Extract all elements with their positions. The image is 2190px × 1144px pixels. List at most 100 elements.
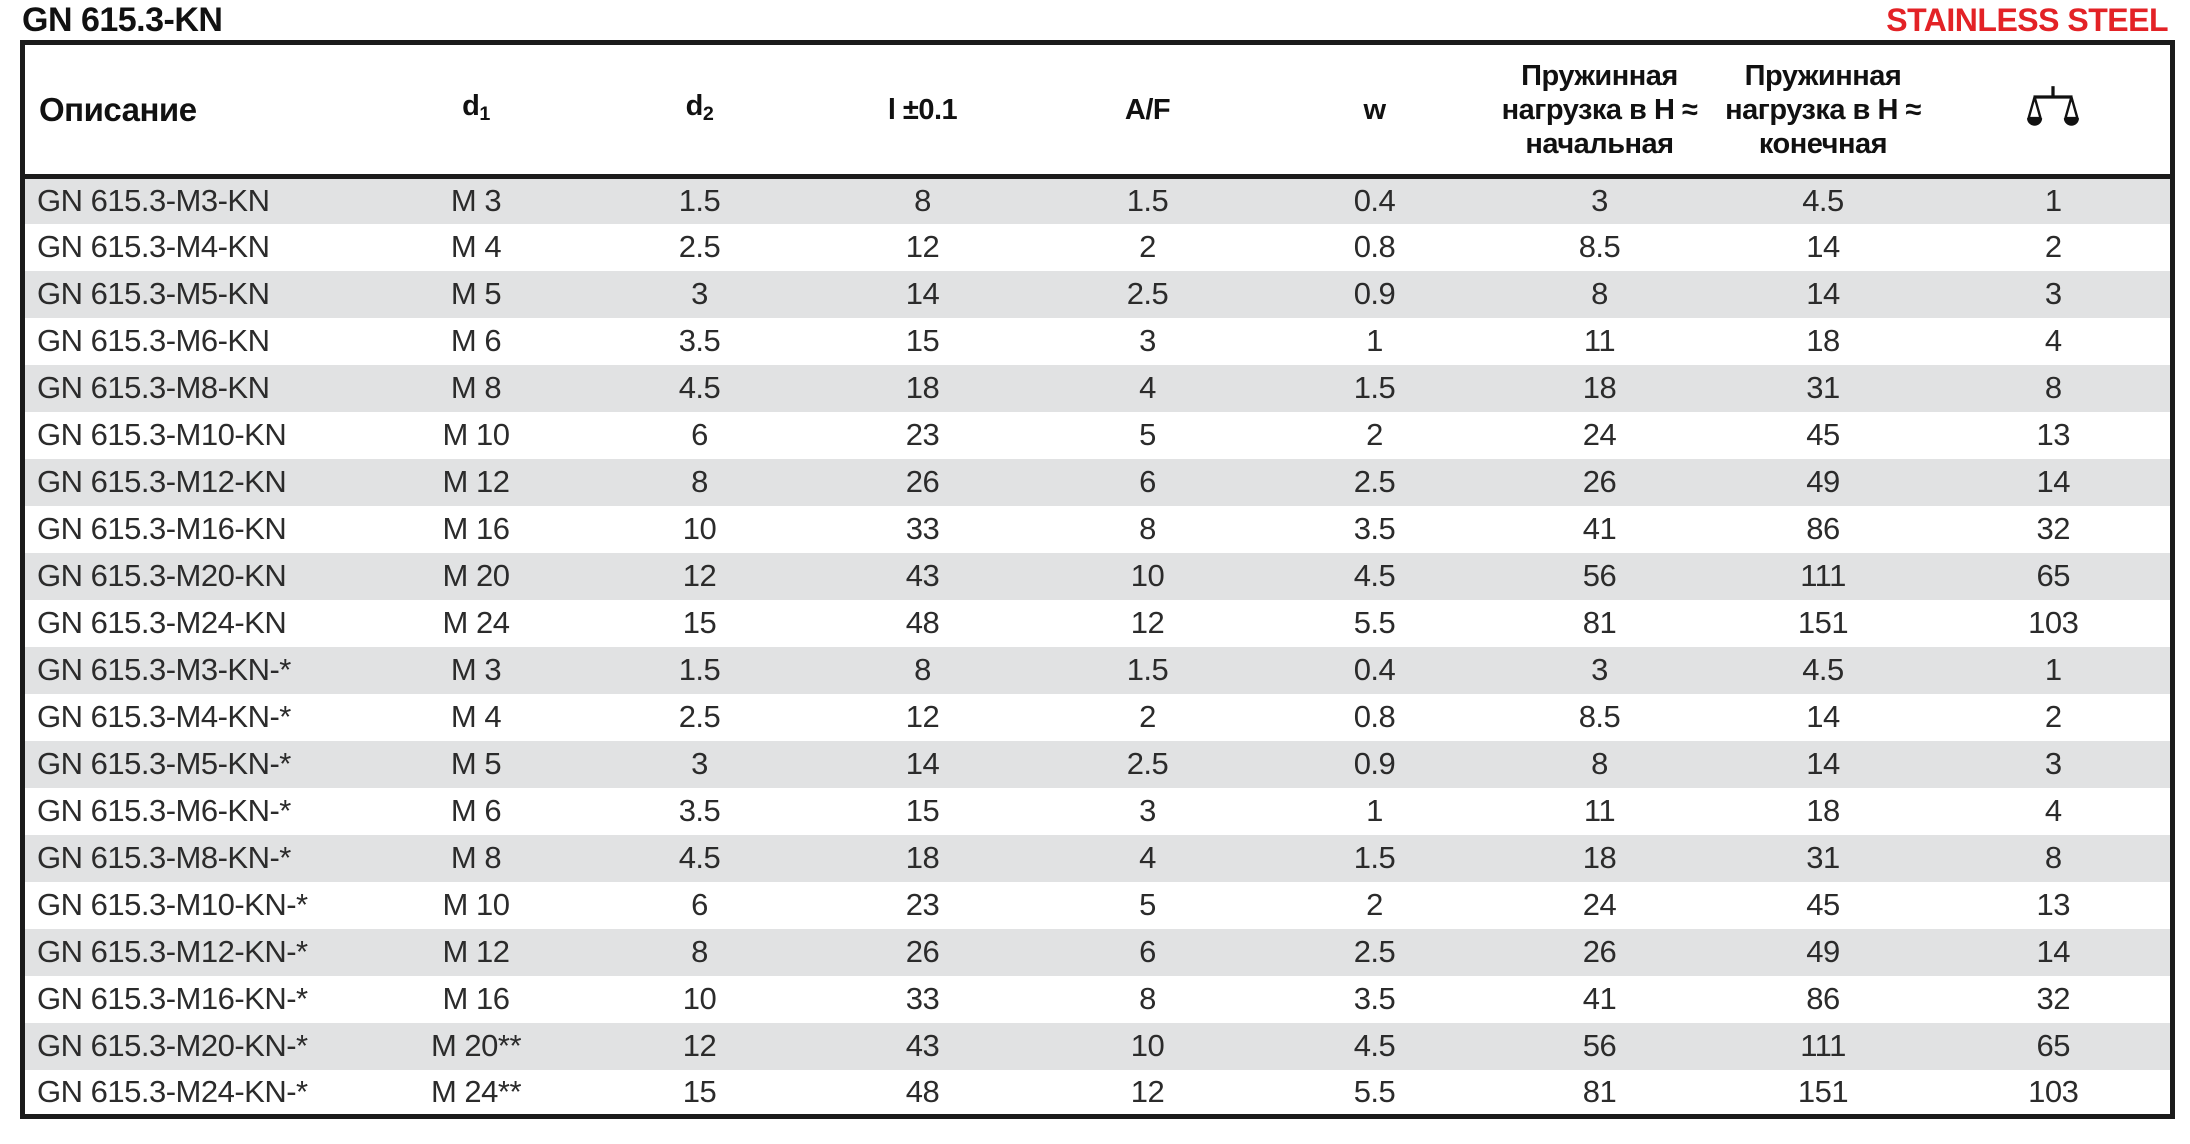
stainless-steel-badge: STAINLESS STEEL bbox=[1886, 2, 2168, 38]
product-code-cell: GN 615.3-M24-KN bbox=[37, 605, 287, 640]
value-cell: 0.9 bbox=[1353, 276, 1396, 311]
table-row: GN 615.3-M5-KN-* M 5 3 14 2.5 0.9 8 14 3 bbox=[22, 740, 2173, 788]
product-code-cell: GN 615.3-M24-KN-* bbox=[37, 1073, 308, 1109]
value-cell: 6 bbox=[1139, 464, 1156, 499]
value-cell: 3 bbox=[1139, 323, 1156, 358]
value-cell: M 24 bbox=[442, 605, 510, 640]
value-cell: M 16 bbox=[442, 981, 510, 1016]
value-cell: 65 bbox=[2036, 1028, 2071, 1063]
value-cell: M 5 bbox=[450, 276, 502, 311]
table-row: GN 615.3-M10-KN M 10 6 23 5 2 24 45 13 bbox=[22, 411, 2173, 459]
value-cell: 11 bbox=[1583, 323, 1616, 358]
table-header: Описание d1 d2 l ±0.1 A/F w Пружинная на… bbox=[22, 42, 2173, 179]
spec-table: Описание d1 d2 l ±0.1 A/F w Пружинная на… bbox=[20, 40, 2175, 1119]
product-code-cell: GN 615.3-M6-KN-* bbox=[37, 793, 291, 828]
value-cell: M 5 bbox=[450, 746, 502, 781]
value-cell: 2 bbox=[2044, 699, 2062, 734]
value-cell: 2 bbox=[1366, 417, 1383, 452]
value-cell: M 6 bbox=[450, 323, 502, 358]
product-code-cell: GN 615.3-M5-KN bbox=[37, 276, 270, 311]
value-cell: 2 bbox=[1366, 887, 1383, 922]
value-cell: 15 bbox=[905, 793, 940, 828]
value-cell: 31 bbox=[1806, 370, 1840, 405]
value-cell: 3.5 bbox=[678, 323, 721, 358]
value-cell: M 8 bbox=[450, 370, 502, 405]
value-cell: 0.8 bbox=[1353, 699, 1396, 734]
value-cell: 14 bbox=[2036, 464, 2071, 499]
value-cell: 41 bbox=[1582, 981, 1617, 1016]
value-cell: 14 bbox=[1806, 229, 1840, 264]
col-header-spring-initial: Пружинная нагрузка в H ≈ начальная bbox=[1489, 42, 1710, 179]
value-cell: 2.5 bbox=[1353, 464, 1396, 499]
value-cell: 65 bbox=[2036, 558, 2071, 593]
col-header-description: Описание bbox=[22, 42, 363, 179]
value-cell: 103 bbox=[2028, 1073, 2079, 1109]
value-cell: 0.4 bbox=[1353, 652, 1396, 687]
value-cell: 45 bbox=[1806, 417, 1840, 452]
value-cell: M 10 bbox=[442, 887, 510, 922]
value-cell: 43 bbox=[905, 1028, 940, 1063]
value-cell: 4.5 bbox=[1802, 183, 1844, 219]
value-cell: 3 bbox=[1591, 652, 1608, 687]
value-cell: 13 bbox=[2036, 887, 2071, 922]
value-cell: 2.5 bbox=[1126, 746, 1169, 781]
value-cell: 12 bbox=[682, 1028, 717, 1063]
value-cell: 8 bbox=[691, 934, 708, 969]
value-cell: 0.4 bbox=[1353, 183, 1396, 219]
value-cell: 1 bbox=[2044, 183, 2062, 219]
value-cell: M 24** bbox=[430, 1073, 522, 1109]
value-cell: 26 bbox=[1582, 464, 1617, 499]
value-cell: 11 bbox=[1583, 793, 1616, 828]
value-cell: 15 bbox=[682, 1073, 717, 1109]
product-code-cell: GN 615.3-M8-KN bbox=[37, 370, 270, 405]
value-cell: 10 bbox=[1130, 558, 1165, 593]
value-cell: 18 bbox=[1582, 840, 1617, 875]
value-cell: 4.5 bbox=[1353, 558, 1396, 593]
value-cell: 3 bbox=[1591, 183, 1608, 219]
table-row: GN 615.3-M6-KN M 6 3.5 15 3 1 11 18 4 bbox=[22, 317, 2173, 365]
value-cell: 3.5 bbox=[678, 793, 721, 828]
table-row: GN 615.3-M3-KN M 3 1.5 8 1.5 0.4 3 4.5 1 bbox=[22, 176, 2173, 224]
value-cell: 8 bbox=[1139, 981, 1156, 1016]
value-cell: M 12 bbox=[442, 464, 510, 499]
value-cell: 2 bbox=[1139, 699, 1156, 734]
value-cell: M 4 bbox=[450, 229, 502, 264]
table-row: GN 615.3-M24-KN M 24 15 48 12 5.5 81 151 103 bbox=[22, 599, 2173, 647]
value-cell: 6 bbox=[691, 417, 708, 452]
value-cell: 86 bbox=[1806, 511, 1840, 546]
product-code-cell: GN 615.3-M4-KN bbox=[37, 229, 270, 264]
value-cell: 1.5 bbox=[678, 183, 721, 219]
value-cell: 24 bbox=[1582, 417, 1617, 452]
col-header-d1: d1 bbox=[362, 42, 590, 179]
value-cell: 24 bbox=[1582, 887, 1617, 922]
value-cell: 81 bbox=[1582, 1073, 1617, 1109]
value-cell: 1 bbox=[2044, 652, 2062, 687]
value-cell: M 16 bbox=[442, 511, 510, 546]
value-cell: 14 bbox=[1806, 699, 1840, 734]
value-cell: 4 bbox=[2044, 323, 2062, 358]
table-row: GN 615.3-M10-KN-* M 10 6 23 5 2 24 45 13 bbox=[22, 881, 2173, 929]
value-cell: 10 bbox=[682, 511, 717, 546]
value-cell: 1.5 bbox=[1353, 840, 1396, 875]
value-cell: 14 bbox=[905, 276, 940, 311]
product-code-cell: GN 615.3-M16-KN bbox=[37, 511, 287, 546]
value-cell: 1 bbox=[1366, 793, 1383, 828]
table-row: GN 615.3-M3-KN-* M 3 1.5 8 1.5 0.4 3 4.5 1 bbox=[22, 646, 2173, 694]
table-row: GN 615.3-M8-KN-* M 8 4.5 18 4 1.5 18 31 8 bbox=[22, 834, 2173, 882]
top-bar: GN 615.3-KN STAINLESS STEEL bbox=[0, 0, 2190, 40]
value-cell: 4 bbox=[1139, 840, 1156, 875]
value-cell: 15 bbox=[905, 323, 940, 358]
value-cell: 4.5 bbox=[1353, 1028, 1396, 1063]
value-cell: 1.5 bbox=[678, 652, 721, 687]
value-cell: 26 bbox=[905, 934, 940, 969]
col-header-d2: d2 bbox=[589, 42, 810, 179]
col-header-weight bbox=[1936, 42, 2173, 179]
col-header-l: l ±0.1 bbox=[809, 42, 1036, 179]
value-cell: 18 bbox=[1806, 323, 1840, 358]
value-cell: 48 bbox=[905, 1073, 940, 1109]
value-cell: M 10 bbox=[442, 417, 510, 452]
value-cell: 33 bbox=[905, 511, 940, 546]
product-code-cell: GN 615.3-M16-KN-* bbox=[37, 981, 308, 1016]
value-cell: 1.5 bbox=[1353, 370, 1396, 405]
value-cell: M 20** bbox=[430, 1028, 522, 1063]
